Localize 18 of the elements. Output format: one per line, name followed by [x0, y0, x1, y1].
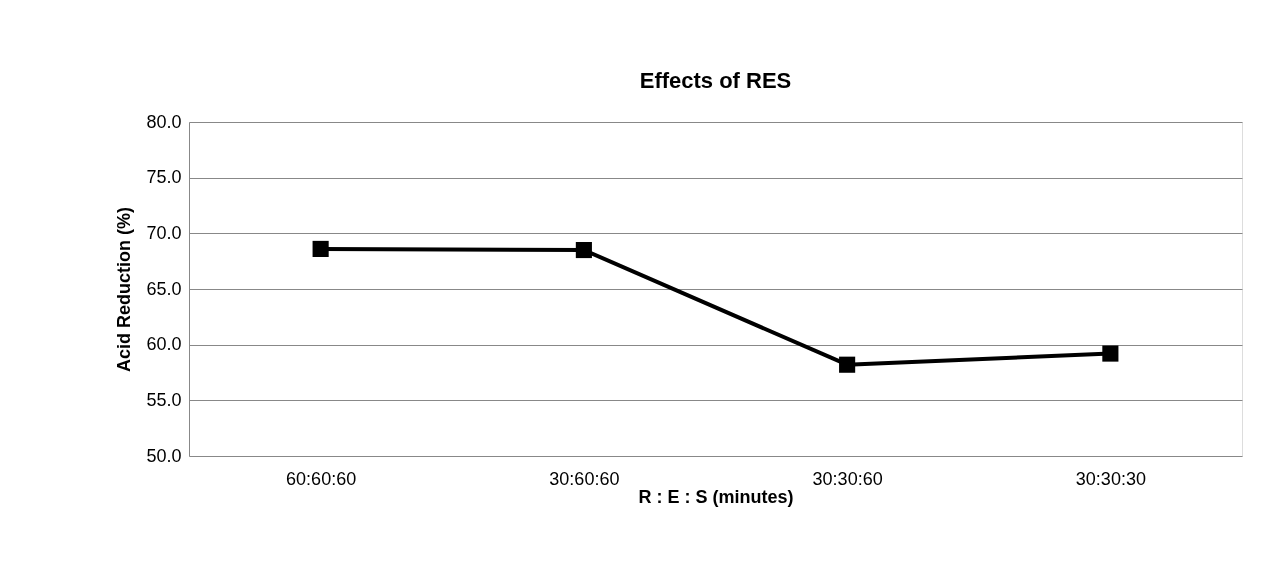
point	[575, 241, 592, 259]
y-tick-label: 80.0	[146, 111, 182, 132]
y-tick-label: 70.0	[146, 222, 182, 243]
point	[1102, 345, 1119, 362]
x-axis-title: R : E : S (minutes)	[638, 486, 794, 507]
point	[839, 356, 856, 373]
x-tick-label: 30:30:60	[812, 468, 883, 489]
y-tick-label: 60.0	[146, 334, 182, 355]
y-tick-label: 55.0	[146, 389, 182, 410]
x-tick-label: 30:30:30	[1075, 468, 1146, 489]
chart-title: Effects of RES	[639, 68, 792, 93]
y-tick-label: 65.0	[146, 278, 182, 299]
y-tick-label: 50.0	[146, 445, 182, 466]
x-tick-label: 30:60:60	[549, 468, 620, 489]
y-tick-label: 75.0	[146, 167, 182, 188]
x-tick-label: 60:60:60	[286, 468, 357, 489]
y-axis-title: Acid Reduction (%)	[114, 207, 135, 372]
point	[312, 240, 329, 257]
